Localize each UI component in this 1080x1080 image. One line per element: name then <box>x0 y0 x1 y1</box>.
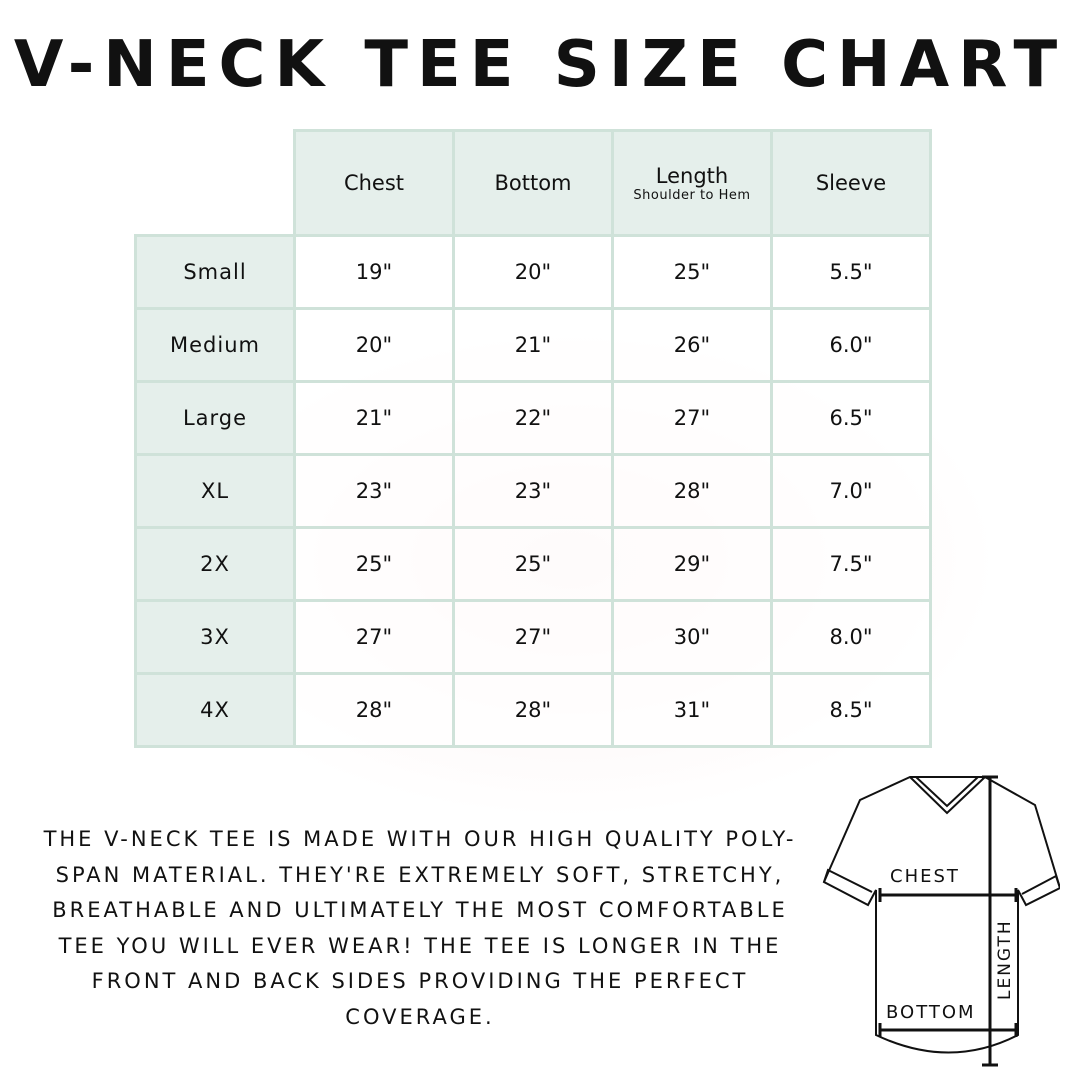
size-table: Chest Bottom Length Shoulder to Hem Sleeve Sm… <box>134 129 932 748</box>
size-label: 4X <box>134 672 296 748</box>
column-header-label: Sleeve <box>815 171 887 195</box>
measurement-cell: 6.0" <box>770 307 932 383</box>
table-row: 3X 27" 27" 30" 8.0" <box>134 599 932 675</box>
measurement-cell: 8.0" <box>770 599 932 675</box>
measurement-cell: 25" <box>452 526 614 602</box>
size-label: 2X <box>134 526 296 602</box>
column-header-label: Chest <box>343 171 405 195</box>
measurement-cell: 7.5" <box>770 526 932 602</box>
measurement-cell: 29" <box>611 526 773 602</box>
measurement-cell: 25" <box>293 526 455 602</box>
measurement-cell: 27" <box>611 380 773 456</box>
measurement-cell: 23" <box>452 453 614 529</box>
corner-cell <box>136 131 295 236</box>
measurement-cell: 19" <box>293 234 455 310</box>
measurement-cell: 27" <box>452 599 614 675</box>
measurement-cell: 27" <box>293 599 455 675</box>
column-header: Sleeve <box>770 129 932 237</box>
measurement-cell: 25" <box>611 234 773 310</box>
description: The V-neck tee is made with our high qua… <box>43 827 797 1029</box>
column-header: Bottom <box>452 129 614 237</box>
chest-label: CHEST <box>890 866 960 887</box>
bottom-label: BOTTOM <box>886 1002 976 1023</box>
size-label: Medium <box>134 307 296 383</box>
size-label: 3X <box>134 599 296 675</box>
measurement-cell: 26" <box>611 307 773 383</box>
measurement-cell: 6.5" <box>770 380 932 456</box>
column-header-sub: Shoulder to Hem <box>633 187 751 203</box>
column-header-label: Bottom <box>494 171 572 195</box>
column-header: Chest <box>293 129 455 237</box>
table-row: Medium 20" 21" 26" 6.0" <box>134 307 932 383</box>
measurement-cell: 28" <box>452 672 614 748</box>
length-label: LENGTH <box>995 919 1015 1000</box>
table-row: Large 21" 22" 27" 6.5" <box>134 380 932 456</box>
table-row: 4X 28" 28" 31" 8.5" <box>134 672 932 748</box>
tshirt-diagram: CHEST BOTTOM LENGTH <box>822 775 1060 1067</box>
measurement-cell: 7.0" <box>770 453 932 529</box>
page-title: V-NECK TEE SIZE CHART <box>13 28 1067 102</box>
measurement-cell: 31" <box>611 672 773 748</box>
size-label: XL <box>134 453 296 529</box>
measurement-cell: 30" <box>611 599 773 675</box>
measurement-cell: 8.5" <box>770 672 932 748</box>
measurement-cell: 21" <box>452 307 614 383</box>
column-header-label: Length <box>655 163 729 188</box>
size-label: Small <box>134 234 296 310</box>
measurement-cell: 23" <box>293 453 455 529</box>
table-row: XL 23" 23" 28" 7.0" <box>134 453 932 529</box>
column-header: Length Shoulder to Hem <box>611 129 773 237</box>
table-row: Small 19" 20" 25" 5.5" <box>134 234 932 310</box>
measurement-cell: 20" <box>293 307 455 383</box>
table-row: 2X 25" 25" 29" 7.5" <box>134 526 932 602</box>
measurement-cell: 21" <box>293 380 455 456</box>
measurement-cell: 5.5" <box>770 234 932 310</box>
header-row: Chest Bottom Length Shoulder to Hem Sleeve <box>136 129 932 237</box>
measurement-cell: 20" <box>452 234 614 310</box>
measurement-cell: 22" <box>452 380 614 456</box>
measurement-cell: 28" <box>293 672 455 748</box>
size-label: Large <box>134 380 296 456</box>
measurement-cell: 28" <box>611 453 773 529</box>
